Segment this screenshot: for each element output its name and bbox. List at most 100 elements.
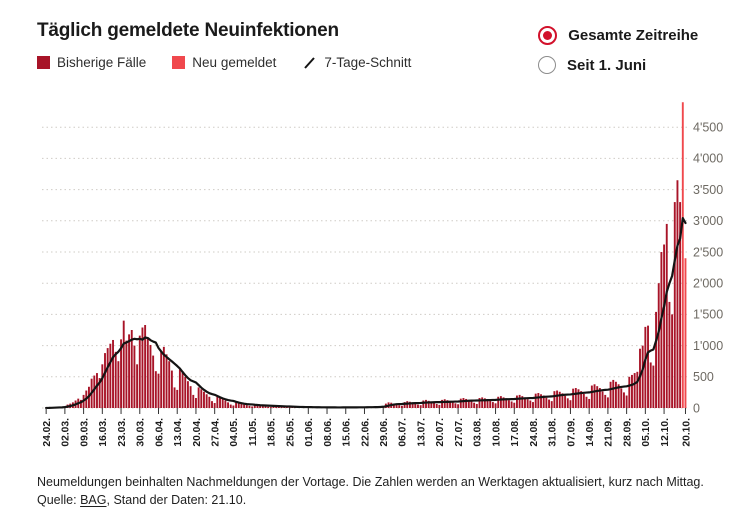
x-axis-label: 11.05.	[248, 418, 259, 446]
bar	[136, 364, 139, 408]
infections-chart: 0 500 1'000 1'500 2'000 2'500 3'000 3'500 4'000 4…	[42, 102, 723, 447]
bar	[414, 403, 417, 408]
bar	[117, 361, 120, 408]
bar	[195, 398, 197, 408]
x-axis: 24.02. 02.03. 09.03. 16.03. 23.03. 30.03. 06.0…	[42, 408, 692, 447]
bar	[524, 397, 526, 408]
x-axis-label: 28.09.	[622, 418, 633, 447]
radio-circle-seit-1-juni-icon[interactable]	[538, 56, 556, 75]
bar	[556, 390, 559, 408]
bar	[411, 402, 414, 408]
bar	[647, 325, 649, 408]
bar	[288, 407, 291, 408]
bar	[494, 403, 497, 408]
bar	[168, 361, 171, 408]
bar	[157, 373, 160, 408]
bar	[130, 330, 133, 408]
bar	[219, 398, 221, 408]
legend-swatch-neu-gemeldet-icon	[172, 56, 186, 69]
bar	[465, 398, 468, 408]
bar	[211, 401, 213, 408]
x-axis-label: 20.07.	[435, 418, 446, 447]
x-axis-label: 29.06.	[379, 418, 390, 447]
bar	[644, 326, 647, 408]
x-axis-label: 21.09.	[604, 418, 615, 447]
bar	[679, 202, 682, 408]
bar	[612, 379, 615, 408]
bar	[152, 355, 155, 408]
bar	[641, 345, 644, 408]
x-axis-label: 06.04.	[154, 418, 165, 447]
legend-label-neu-gemeldet: Neu gemeldet	[192, 55, 277, 70]
x-axis-label: 24.08.	[529, 418, 540, 447]
bar	[598, 388, 601, 408]
bar	[529, 400, 532, 408]
radio-option-seit-1-juni[interactable]: Seit 1. Juni	[538, 56, 698, 75]
y-axis-label: 1'000	[693, 339, 723, 353]
chart-area: 0 500 1'000 1'500 2'000 2'500 3'000 3'500 4'000 4…	[0, 85, 749, 465]
x-axis-label: 24.02.	[42, 418, 53, 447]
y-axis-label: 3'000	[693, 214, 723, 228]
bar	[623, 392, 625, 408]
bar	[459, 398, 462, 408]
bar	[542, 395, 545, 408]
bar	[208, 396, 211, 408]
bar	[173, 387, 176, 408]
bar	[104, 353, 106, 408]
legend-label-bisherige-faelle: Bisherige Fälle	[57, 55, 147, 70]
page-title: Täglich gemeldete Neuinfektionen	[37, 20, 339, 41]
bar	[470, 401, 473, 408]
bar	[526, 399, 529, 408]
bar	[403, 402, 406, 408]
bar	[232, 405, 235, 408]
bar	[609, 381, 612, 408]
x-axis-label: 13.04.	[173, 418, 184, 447]
x-axis-label: 18.05.	[267, 418, 278, 447]
bar	[128, 334, 131, 408]
y-axis-label: 2'000	[693, 277, 723, 291]
bar	[248, 405, 251, 408]
bar	[513, 402, 516, 408]
bar	[497, 396, 500, 408]
bar	[604, 394, 607, 408]
bar	[534, 393, 537, 408]
bar	[486, 399, 489, 408]
bar	[566, 398, 569, 408]
bar	[122, 320, 125, 408]
x-axis-label: 16.03.	[98, 418, 109, 447]
x-axis-label: 22.06.	[360, 418, 371, 447]
source-link-bag[interactable]: BAG	[80, 493, 107, 508]
bar	[203, 391, 205, 408]
bar	[550, 401, 553, 408]
x-axis-label: 25.05.	[285, 418, 296, 447]
bar	[516, 395, 518, 408]
bar	[114, 351, 117, 408]
x-axis-label: 01.06.	[304, 418, 315, 447]
bar	[582, 393, 585, 408]
bar	[617, 384, 620, 408]
bar	[146, 338, 149, 408]
bar	[409, 401, 411, 408]
bar	[245, 405, 248, 408]
bar	[518, 394, 521, 408]
bar	[564, 395, 567, 408]
bar	[267, 406, 270, 408]
bar	[186, 381, 189, 408]
bar	[79, 399, 82, 408]
bar	[165, 354, 168, 408]
bar	[467, 399, 470, 408]
bar	[588, 398, 591, 408]
y-axis-label: 3'500	[693, 183, 723, 197]
radio-option-gesamte-zeitreihe[interactable]: Gesamte Zeitreihe	[538, 26, 698, 46]
bar	[133, 345, 136, 408]
x-axis-label: 12.10.	[660, 418, 671, 447]
bar	[112, 339, 114, 408]
radio-circle-gesamte-zeitreihe-icon[interactable]	[538, 26, 558, 46]
radio-label-seit-1-juni: Seit 1. Juni	[567, 56, 647, 74]
bar	[483, 398, 486, 408]
source-line: Quelle: BAG, Stand der Daten: 21.10.	[37, 491, 704, 509]
bar	[580, 391, 583, 408]
bar	[502, 397, 505, 408]
x-axis-label: 08.06.	[323, 418, 334, 447]
bar	[606, 397, 609, 408]
